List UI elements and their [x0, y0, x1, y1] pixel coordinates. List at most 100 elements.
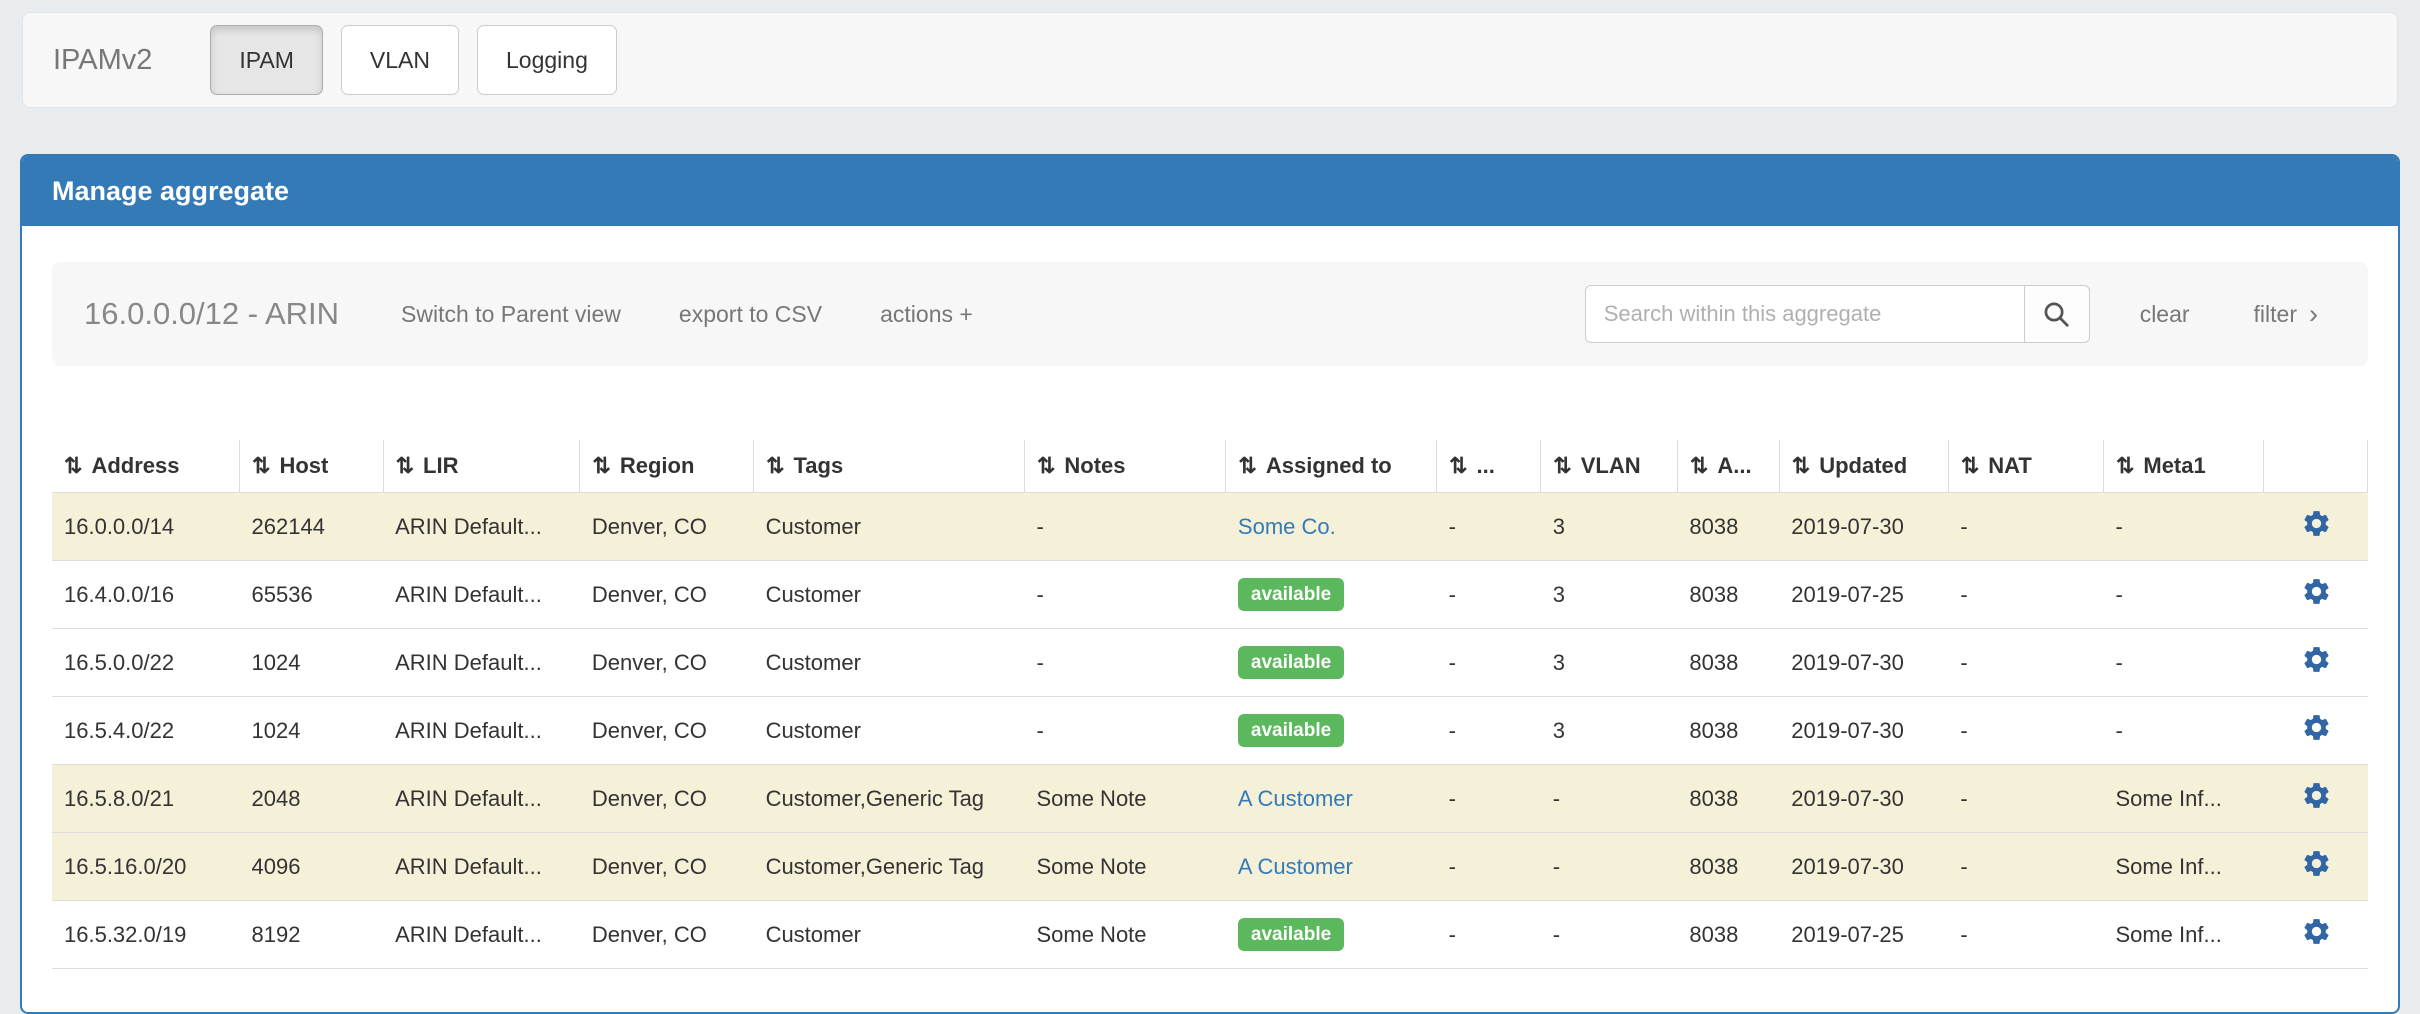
cell-host: 4096: [239, 832, 384, 901]
cell-notes: -: [1024, 492, 1226, 561]
gear-icon: [2304, 511, 2329, 536]
cell-a: 8038: [1677, 560, 1780, 629]
table-row: 16.5.0.0/22 1024 ARIN Default... Denver, CO…: [52, 628, 2368, 697]
column-header-updated[interactable]: ⇅ Updated: [1778, 440, 1949, 493]
table-row: 16.4.0.0/16 65536 ARIN Default... Denver, C…: [52, 560, 2368, 629]
cell-updated: 2019-07-25: [1779, 900, 1949, 969]
row-settings-button[interactable]: [2301, 916, 2332, 947]
column-header-meta1[interactable]: ⇅ Meta1: [2102, 440, 2264, 493]
sort-icon: ⇅: [1036, 453, 1056, 478]
sort-icon: ⇅: [1960, 453, 1980, 478]
app-title: IPAMv2: [53, 43, 153, 76]
cell-meta1: -: [2103, 492, 2264, 561]
status-badge: available: [1237, 918, 1345, 951]
cell-lir: ARIN Default...: [383, 560, 580, 629]
nav-button-vlan[interactable]: VLAN: [340, 25, 460, 95]
cell-assigned_to: available: [1225, 628, 1437, 697]
cell-a: 8038: [1677, 628, 1780, 697]
column-label: Updated: [1819, 453, 1908, 478]
cell-tags: Customer: [753, 560, 1025, 629]
gear-icon: [2304, 783, 2329, 808]
cell-updated: 2019-07-30: [1779, 628, 1949, 697]
panel-title: Manage aggregate: [22, 156, 2398, 226]
cell-actions: [2263, 764, 2368, 833]
cell-nat: -: [1948, 560, 2104, 629]
cell-region: Denver, CO: [579, 696, 754, 765]
nav-button-logging[interactable]: Logging: [477, 25, 617, 95]
cell-host: 2048: [239, 764, 384, 833]
cell-actions: [2263, 832, 2368, 901]
cell-host: 1024: [239, 696, 384, 765]
aggregate-table: ⇅ Address ⇅ Host ⇅ LIR ⇅ Region ⇅ Tags ⇅ Notes ⇅ Assi…: [52, 440, 2369, 969]
column-header-host[interactable]: ⇅ Host: [239, 440, 384, 493]
search-input[interactable]: [1584, 285, 2025, 343]
cell-region: Denver, CO: [579, 832, 754, 901]
gear-icon: [2304, 715, 2329, 740]
column-label: Notes: [1064, 453, 1126, 478]
column-header-lir[interactable]: ⇅ LIR: [382, 440, 580, 493]
cell-ellipsis: -: [1436, 492, 1541, 561]
cell-vlan: 3: [1540, 492, 1678, 561]
cell-actions: [2263, 696, 2368, 765]
cell-nat: -: [1948, 832, 2104, 901]
status-badge: available: [1237, 714, 1345, 747]
chevron-right-icon: ›: [2309, 298, 2318, 329]
cell-actions: [2263, 560, 2368, 629]
actions-menu-link[interactable]: actions +: [880, 300, 973, 327]
row-settings-button[interactable]: [2301, 780, 2332, 811]
column-header-actions: [2262, 440, 2369, 493]
assigned-to-link[interactable]: A Customer: [1237, 853, 1353, 879]
column-header-notes[interactable]: ⇅ Notes: [1023, 440, 1226, 493]
cell-ellipsis: -: [1436, 900, 1541, 969]
column-header-tags[interactable]: ⇅ Tags: [753, 440, 1025, 493]
search-icon: [2042, 300, 2071, 329]
sort-icon: ⇅: [1449, 453, 1468, 478]
column-label: Assigned to: [1265, 453, 1392, 478]
row-settings-button[interactable]: [2301, 644, 2332, 675]
gear-icon: [2304, 579, 2329, 604]
row-settings-button[interactable]: [2301, 576, 2332, 607]
cell-region: Denver, CO: [579, 492, 754, 561]
column-header-assigned_to[interactable]: ⇅ Assigned to: [1225, 440, 1437, 493]
cell-region: Denver, CO: [579, 764, 754, 833]
column-header-ellipsis[interactable]: ⇅...: [1436, 440, 1541, 493]
cell-region: Denver, CO: [579, 628, 754, 697]
sort-icon: ⇅: [592, 453, 611, 478]
cell-notes: -: [1024, 628, 1226, 697]
column-header-nat[interactable]: ⇅ NAT: [1947, 440, 2104, 493]
cell-a: 8038: [1677, 696, 1780, 765]
nav-button-ipam[interactable]: IPAM: [210, 25, 323, 95]
column-header-a[interactable]: ⇅ A...: [1676, 440, 1780, 493]
cell-a: 8038: [1677, 900, 1780, 969]
cell-lir: ARIN Default...: [383, 696, 580, 765]
export-csv-link[interactable]: export to CSV: [678, 300, 823, 327]
row-settings-button[interactable]: [2301, 508, 2332, 539]
column-label: Meta1: [2143, 453, 2206, 478]
row-settings-button[interactable]: [2301, 712, 2332, 743]
column-header-address[interactable]: ⇅ Address: [52, 440, 240, 493]
app-navbar: IPAMv2 IPAM VLAN Logging: [22, 12, 2398, 108]
table-header-row: ⇅ Address ⇅ Host ⇅ LIR ⇅ Region ⇅ Tags ⇅ Notes ⇅ Assi…: [52, 440, 2369, 493]
column-header-vlan[interactable]: ⇅ VLAN: [1540, 440, 1678, 493]
table-row: 16.5.8.0/21 2048 ARIN Default... Denver, CO…: [52, 764, 2368, 833]
cell-address: 16.5.16.0/20: [52, 832, 240, 901]
assigned-to-link[interactable]: A Customer: [1237, 785, 1353, 811]
column-label: A...: [1717, 453, 1752, 478]
cell-address: 16.5.4.0/22: [52, 696, 240, 765]
row-settings-button[interactable]: [2301, 848, 2332, 879]
cell-assigned_to: available: [1225, 696, 1437, 765]
switch-parent-view-link[interactable]: Switch to Parent view: [401, 300, 621, 327]
clear-filter-link[interactable]: clear: [2139, 300, 2190, 327]
cell-meta1: Some Inf...: [2103, 764, 2264, 833]
assigned-to-link[interactable]: Some Co.: [1237, 513, 1336, 539]
column-header-region[interactable]: ⇅ Region: [579, 440, 754, 493]
cell-address: 16.4.0.0/16: [52, 560, 240, 629]
cell-notes: -: [1024, 696, 1226, 765]
cell-tags: Customer,Generic Tag: [753, 764, 1025, 833]
cell-lir: ARIN Default...: [383, 764, 580, 833]
column-label: Address: [91, 453, 180, 478]
cell-host: 65536: [239, 560, 384, 629]
filter-link[interactable]: filter ›: [2254, 299, 2318, 330]
search-button[interactable]: [2023, 285, 2090, 343]
cell-ellipsis: -: [1436, 764, 1541, 833]
